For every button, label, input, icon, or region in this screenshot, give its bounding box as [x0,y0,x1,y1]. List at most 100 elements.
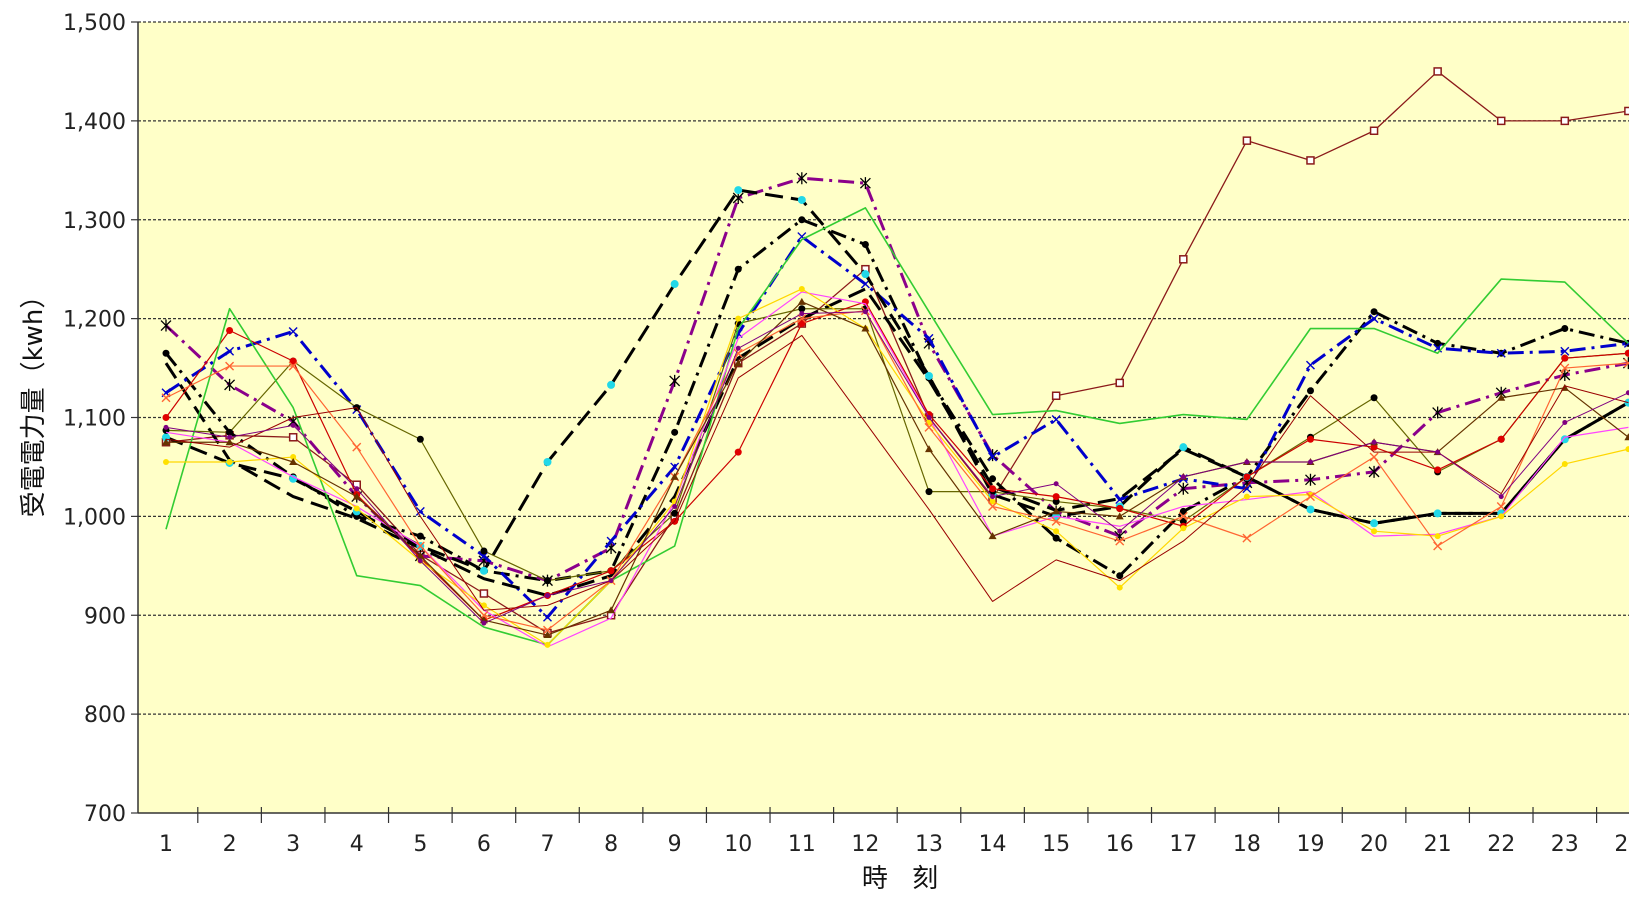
data-point [352,442,362,452]
data-point [924,333,934,343]
series-10 [165,291,1629,648]
y-axis-title: 受電電力量（kwh） [19,283,49,518]
data-point [479,566,488,575]
series-line [166,288,1629,646]
data-point [1434,533,1441,540]
data-point [1561,325,1569,333]
data-point [1243,473,1251,481]
gridlines [138,21,1629,715]
data-point [162,349,170,357]
series-group [160,67,1629,648]
data-point [1052,498,1060,506]
data-point [1433,67,1442,76]
data-point [607,606,616,614]
data-point [1370,394,1378,402]
data-point [1371,528,1378,535]
data-point [1496,501,1506,511]
data-point [1433,509,1442,518]
data-point [988,532,997,540]
data-point [798,320,806,328]
data-point [417,558,423,564]
data-point [416,551,425,559]
data-point [1562,419,1568,425]
data-point [734,448,742,456]
x-tick-label: 3 [286,832,300,857]
data-point [1053,481,1059,487]
data-point [1561,354,1569,362]
x-tick-label: 23 [1551,832,1579,857]
data-point [735,315,742,322]
data-point [988,452,998,462]
data-point [1052,534,1060,542]
series-line [164,218,1629,583]
data-point [1433,541,1443,551]
data-point [924,371,933,380]
x-axis-title: 時 刻 [862,864,946,894]
data-point [797,195,806,204]
data-point [543,577,551,585]
data-point [989,485,997,493]
series-line [165,207,1629,646]
data-point [1115,512,1124,520]
x-tick-label: 15 [1042,832,1070,857]
y-tick-label: 900 [84,604,126,629]
data-point [734,265,742,273]
data-point [670,472,679,480]
x-tick-label: 11 [788,832,816,857]
data-point [1496,348,1506,358]
data-point [1052,507,1061,515]
x-tick-label: 9 [668,832,682,857]
data-point [1497,393,1506,401]
data-point [290,422,296,428]
data-point [1624,349,1629,357]
series-line [165,334,1629,611]
data-point [1117,528,1123,534]
y-tick-label: 1,400 [63,110,126,135]
data-point [354,486,360,492]
x-tick-label: 1 [159,832,173,857]
data-point [1623,358,1629,368]
data-point [1051,414,1061,424]
data-point [544,592,550,598]
data-point [860,279,870,289]
data-point [734,186,743,195]
data-point [1624,433,1629,441]
data-point [224,378,236,391]
data-point [1305,360,1315,370]
data-point [1305,473,1316,486]
data-point [1497,435,1505,443]
x-tick-label: 22 [1487,832,1515,857]
x-tick-label: 17 [1169,832,1197,857]
data-point [1242,136,1252,145]
data-point [161,393,171,403]
series-line [165,308,1629,582]
data-point [1496,116,1506,126]
data-point [542,625,552,635]
data-point [415,541,425,551]
y-tick-label: 1,200 [63,308,126,333]
series-line [165,235,1629,619]
data-point [1369,126,1379,136]
data-point [1625,390,1629,396]
data-point [288,361,298,371]
data-point [1244,459,1250,465]
x-tick-label: 14 [979,832,1007,857]
data-point [798,305,806,313]
x-tick-label: 6 [477,832,491,857]
data-point [1560,363,1570,373]
data-point [1115,536,1125,546]
data-point [859,177,871,190]
data-point [480,602,487,609]
x-tick-label: 4 [350,832,364,857]
data-point [1179,255,1188,264]
series-line [165,301,1629,621]
x-tick-label: 16 [1106,832,1134,857]
data-point [1368,465,1380,478]
series-12 [161,306,1629,635]
data-point [1370,308,1378,316]
data-point [1116,504,1124,512]
series-line [165,310,1629,631]
data-point [544,641,551,648]
series-line [164,287,1629,597]
